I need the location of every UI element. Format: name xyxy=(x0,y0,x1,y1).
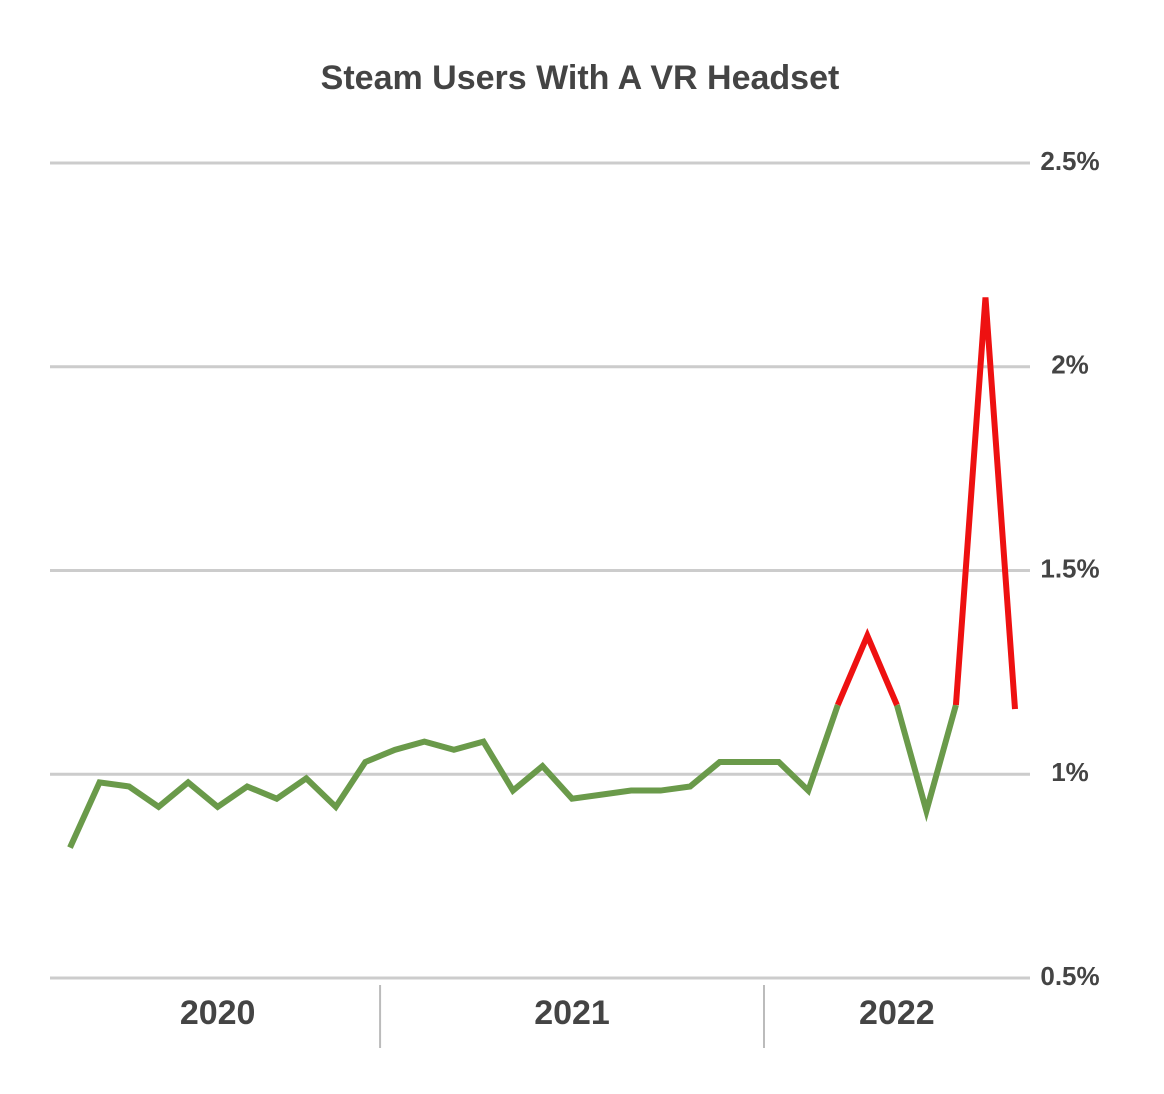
line-series xyxy=(835,297,1018,710)
chart-title: Steam Users With A VR Headset xyxy=(321,59,840,97)
y-tick-label: 2.5% xyxy=(1040,146,1099,176)
y-tick-label: 1.5% xyxy=(1040,553,1099,583)
y-tick-label: 1% xyxy=(1051,757,1089,787)
x-group-label: 2020 xyxy=(180,994,256,1032)
y-tick-label: 0.5% xyxy=(1040,961,1099,991)
line-series xyxy=(70,705,1015,848)
x-group-label: 2021 xyxy=(534,994,610,1032)
y-tick-label: 2% xyxy=(1051,350,1089,380)
x-group-label: 2022 xyxy=(859,994,935,1032)
